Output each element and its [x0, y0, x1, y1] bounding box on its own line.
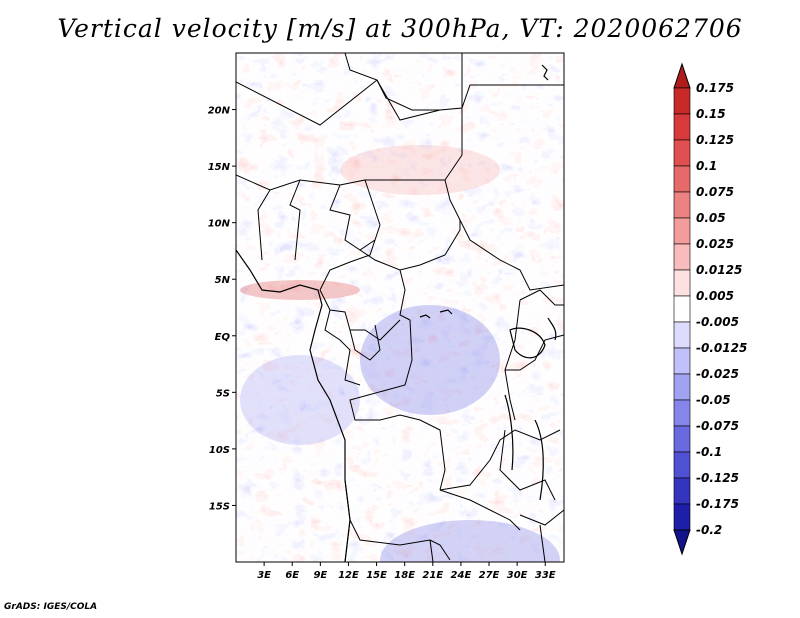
- colorbar-label: 0.005: [696, 289, 734, 303]
- lon-tick-label: 15E: [366, 570, 387, 581]
- colorbar-segment: [673, 321, 691, 349]
- lon-tick-label: 6E: [285, 570, 299, 581]
- lat-tick-label: 15S: [209, 501, 230, 512]
- colorbar-label: 0.075: [696, 185, 734, 199]
- colorbar-segment: [673, 503, 691, 531]
- colorbar-label: -0.0125: [696, 341, 747, 355]
- lon-tick-label: 24E: [451, 570, 472, 581]
- colorbar-segment: [673, 425, 691, 453]
- vertical-velocity-field: [236, 53, 564, 562]
- colorbar-segment: [673, 399, 691, 427]
- lon-tick-label: 18E: [394, 570, 415, 581]
- colorbar-label: 0.1: [696, 159, 717, 173]
- colorbar-label: 0.0125: [696, 263, 742, 277]
- colorbar-max-arrow: [673, 62, 691, 89]
- colorbar-label: 0.125: [696, 133, 734, 147]
- lat-tick-label: 10S: [209, 445, 230, 456]
- lat-tick-label: 5S: [216, 388, 230, 399]
- colorbar-label: -0.025: [696, 367, 739, 381]
- colorbar-segment: [673, 113, 691, 141]
- colorbar-label: 0.175: [696, 81, 734, 95]
- colorbar-label: -0.2: [696, 523, 722, 537]
- colorbar-segment: [673, 217, 691, 245]
- lon-tick-label: 21E: [422, 570, 443, 581]
- map-title: Vertical velocity [m/s] at 300hPa, VT: 2…: [57, 14, 743, 43]
- lon-tick-label: 30E: [507, 570, 528, 581]
- lon-tick-label: 12E: [338, 570, 359, 581]
- colorbar-segment: [673, 243, 691, 271]
- colorbar-label: -0.175: [696, 497, 739, 511]
- colorbar-min-arrow: [673, 529, 691, 556]
- colorbar-segment: [673, 191, 691, 219]
- colorbar-label: 0.15: [696, 107, 726, 121]
- colorbar-label: 0.05: [696, 211, 726, 225]
- coastlines: [236, 64, 557, 562]
- map-frame: [235, 52, 565, 563]
- colorbar-segment: [673, 451, 691, 479]
- colorbar-segment: [673, 87, 691, 115]
- colorbar-segment: [673, 165, 691, 193]
- lat-tick-label: 15N: [208, 162, 231, 173]
- colorbar-label: -0.075: [696, 419, 739, 433]
- credit-label: GrADS: IGES/COLA: [4, 602, 98, 612]
- colorbar-segment: [673, 347, 691, 375]
- latitude-axis: 20N 15N 10N 5N EQ 5S 10S 15S: [208, 106, 236, 512]
- lon-tick-label: 9E: [313, 570, 327, 581]
- lon-tick-label: 33E: [535, 570, 556, 581]
- lat-tick-label: 10N: [208, 219, 231, 230]
- colorbar-segment: [673, 295, 691, 323]
- colorbar-segment: [673, 373, 691, 401]
- colorbar-label: 0.025: [696, 237, 734, 251]
- lat-tick-label: 5N: [215, 275, 231, 286]
- colorbar-segment: [673, 269, 691, 297]
- colorbar-label: -0.125: [696, 471, 739, 485]
- colorbar-label: -0.1: [696, 445, 722, 459]
- colorbar: 0.175 0.15 0.125 0.1 0.075 0.05 0.025 0.0125 0.0…: [673, 62, 747, 556]
- lon-tick-label: 27E: [479, 570, 500, 581]
- country-borders: [236, 53, 564, 562]
- longitude-axis: 3E 6E 9E 12E 15E 18E 21E 24E 27E 30E 33E: [257, 562, 556, 581]
- colorbar-segment: [673, 139, 691, 167]
- lat-tick-label: 20N: [208, 106, 231, 117]
- colorbar-segment: [673, 477, 691, 505]
- lon-tick-label: 3E: [257, 570, 271, 581]
- colorbar-label: -0.05: [696, 393, 731, 407]
- lat-tick-label: EQ: [215, 332, 231, 343]
- colorbar-label: -0.005: [696, 315, 739, 329]
